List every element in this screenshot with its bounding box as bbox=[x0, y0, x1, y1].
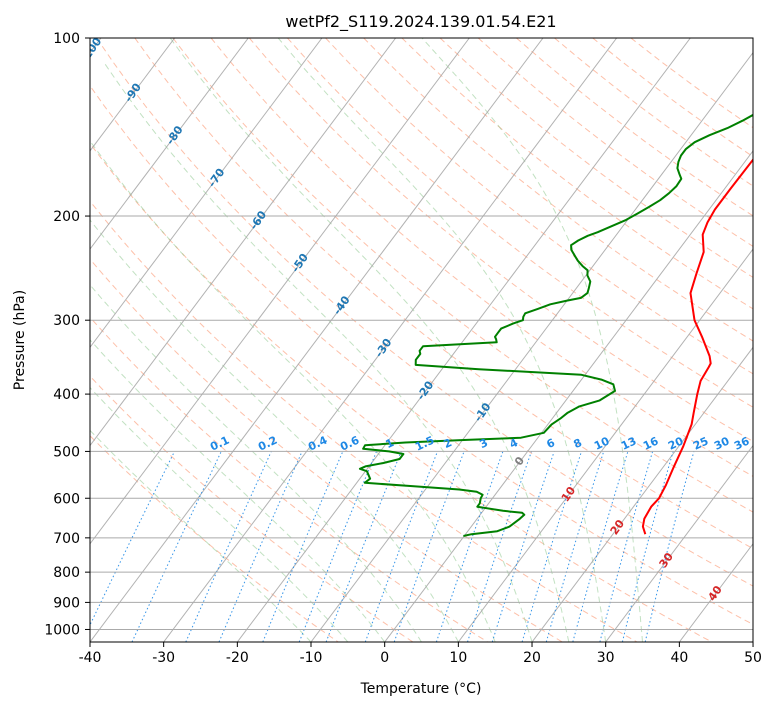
x-axis-label: Temperature (°C) bbox=[360, 681, 482, 697]
y-tick-label: 1000 bbox=[44, 622, 80, 638]
y-tick-label: 700 bbox=[53, 531, 80, 547]
y-tick-label: 400 bbox=[53, 387, 80, 403]
y-tick-label: 800 bbox=[53, 565, 80, 581]
y-axis: 100 200 300 400 500 600 700 800 900 1000 bbox=[44, 31, 90, 638]
y-tick-label: 500 bbox=[53, 444, 80, 460]
x-tick-label: -10 bbox=[300, 650, 323, 666]
y-tick-label: 300 bbox=[53, 313, 80, 329]
plot-background bbox=[90, 38, 753, 642]
x-tick-label: 50 bbox=[744, 650, 762, 666]
x-tick-label: 20 bbox=[523, 650, 541, 666]
y-tick-label: 200 bbox=[53, 209, 80, 225]
isotherm-line bbox=[753, 38, 775, 642]
x-axis: -40 -30 -20 -10 0 10 20 30 40 50 bbox=[79, 642, 762, 666]
x-tick-label: -30 bbox=[152, 650, 175, 666]
y-tick-label: 600 bbox=[53, 491, 80, 507]
x-tick-label: -20 bbox=[226, 650, 249, 666]
y-axis-label: Pressure (hPa) bbox=[12, 290, 28, 390]
x-tick-label: 0 bbox=[380, 650, 389, 666]
y-tick-label: 100 bbox=[53, 31, 80, 47]
x-tick-label: 30 bbox=[597, 650, 615, 666]
x-tick-label: 10 bbox=[449, 650, 467, 666]
chart-title: wetPf2_S119.2024.139.01.54.E21 bbox=[285, 12, 556, 32]
y-tick-label: 900 bbox=[53, 595, 80, 611]
x-tick-label: -40 bbox=[79, 650, 102, 666]
x-tick-label: 40 bbox=[670, 650, 688, 666]
